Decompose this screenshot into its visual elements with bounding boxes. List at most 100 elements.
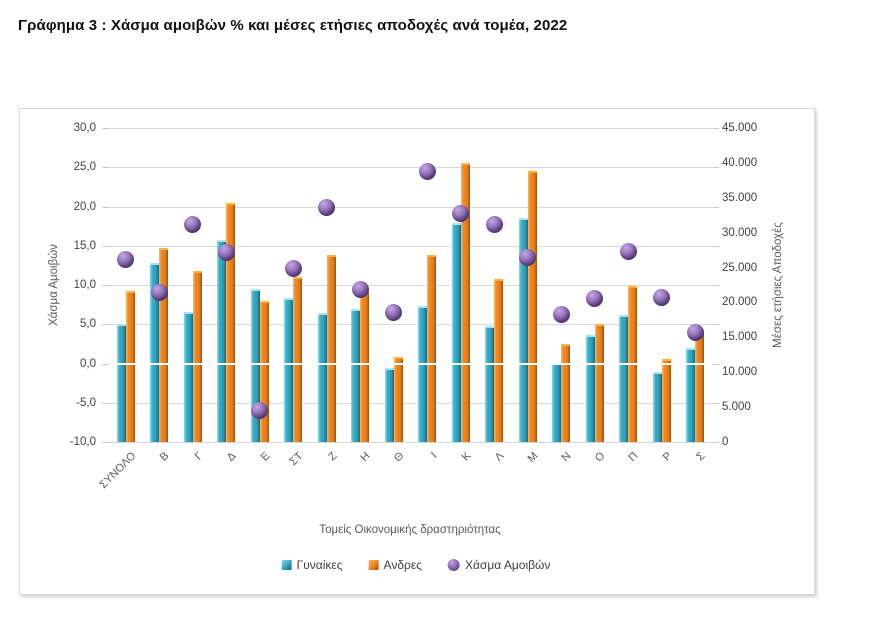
chart-title: Γράφημα 3 : Χάσμα αμοιβών % και μέσες ετ… <box>18 17 568 34</box>
right-axis-tick-mark <box>712 324 719 326</box>
bar-women-Ζ <box>317 312 327 442</box>
bar-men-Γ <box>192 271 202 442</box>
gap-marker-Θ <box>385 303 403 321</box>
right-axis-tick-mark <box>712 442 719 443</box>
bar-men-Ρ <box>661 358 671 442</box>
right-axis-tick-label: 35.000 <box>722 191 758 204</box>
bar-men-ΣΤ <box>293 277 303 442</box>
bar-women-Θ <box>384 368 394 442</box>
legend-label: Ανδρες <box>383 558 422 572</box>
right-axis-tick-mark <box>712 402 719 404</box>
left-axis-tick-label: 10,0 <box>73 279 96 291</box>
legend-item: Ανδρες <box>368 558 422 572</box>
bar-women-Λ <box>485 325 495 442</box>
gap-marker-ΣΥΝΟΛΟ <box>117 251 135 269</box>
bar-men-Μ <box>527 171 537 442</box>
gap-marker-Σ <box>686 324 704 342</box>
gap-marker-Ο <box>586 289 604 307</box>
left-axis-tick-label: 20,0 <box>73 200 96 213</box>
bar-men-Β <box>159 248 169 442</box>
bar-women-Ο <box>585 335 595 442</box>
left-axis-tick-mark <box>102 245 109 247</box>
right-axis-tick-label: 30.000 <box>722 226 758 239</box>
bar-women-ΣΥΝΟΛΟ <box>116 324 126 442</box>
gap-marker-Ρ <box>653 289 671 307</box>
left-axis-tick-label: 30,0 <box>73 122 96 134</box>
gap-marker-Λ <box>485 216 503 234</box>
right-axis-tick-label: 20.000 <box>722 296 758 309</box>
bar-women-Μ <box>518 218 528 442</box>
left-axis-tick-mark <box>102 206 109 208</box>
gap-marker-Δ <box>217 243 235 261</box>
legend-label: Χάσμα Αμοιβών <box>464 558 551 572</box>
right-axis-tick-label: 0 <box>722 436 729 448</box>
gap-marker-ΣΤ <box>284 260 302 277</box>
gridline <box>102 245 719 247</box>
right-axis-tick-label: 15.000 <box>722 331 758 344</box>
right-axis-tick-label: 45.000 <box>722 122 758 134</box>
gap-marker-Γ <box>184 216 202 234</box>
bar-women-Η <box>351 309 361 442</box>
bar-women-Ε <box>250 289 260 442</box>
left-axis-tick-label: 5,0 <box>80 318 96 331</box>
left-axis-tick-mark <box>102 324 109 326</box>
right-axis-tick-label: 10.000 <box>722 366 758 379</box>
left-axis-tick-mark <box>102 402 109 404</box>
gap-marker-Ε <box>251 402 269 420</box>
gap-marker-Π <box>619 242 637 260</box>
bar-women-ΣΤ <box>284 297 294 442</box>
gridline <box>102 324 719 326</box>
right-axis-tick-label: 5.000 <box>722 401 751 414</box>
gridline <box>102 128 719 129</box>
left-axis-tick-mark <box>102 167 109 169</box>
gap-marker-Ζ <box>318 198 336 216</box>
zero-axis-line <box>109 362 712 365</box>
gap-marker-Η <box>351 281 369 299</box>
gridline <box>102 167 719 169</box>
legend-square-icon <box>368 560 379 570</box>
bar-women-Ν <box>552 363 562 442</box>
gridline <box>102 442 719 443</box>
bar-men-Ζ <box>326 255 336 442</box>
bar-men-Κ <box>460 162 470 442</box>
right-axis-tick-mark <box>712 285 719 286</box>
bar-men-Δ <box>226 203 236 442</box>
bar-men-Θ <box>393 356 403 442</box>
bar-men-Η <box>360 291 370 442</box>
bar-women-Γ <box>183 312 193 442</box>
right-axis-title: Μέσες ετήσιες Αποδοχές <box>772 222 784 348</box>
gap-marker-Κ <box>452 205 470 223</box>
legend-square-icon <box>281 560 292 570</box>
bar-men-Λ <box>494 279 504 442</box>
bar-women-Ι <box>418 306 428 442</box>
bar-women-Σ <box>686 347 696 442</box>
gap-marker-Ι <box>418 163 436 181</box>
gap-marker-Μ <box>519 249 537 267</box>
bar-women-Β <box>150 263 160 442</box>
right-axis-tick-mark <box>712 363 719 365</box>
chart-legend: Γυναίκες Ανδρες Χάσμα Αμοιβών <box>281 558 551 572</box>
left-axis-tick-label: 15,0 <box>73 239 96 252</box>
legend-item: Χάσμα Αμοιβών <box>447 558 551 572</box>
left-axis-tick-label: -10,0 <box>69 436 96 448</box>
right-axis-tick-mark <box>712 167 719 169</box>
bar-women-Δ <box>217 240 227 442</box>
bar-men-Σ <box>695 331 705 442</box>
left-axis-title: Χάσμα Αμοιβών <box>48 244 60 326</box>
bar-men-Ε <box>259 301 269 442</box>
right-axis-tick-label: 25.000 <box>722 261 758 274</box>
gridline <box>102 402 719 404</box>
bar-men-ΣΥΝΟΛΟ <box>125 291 135 442</box>
right-axis-tick-mark <box>712 245 719 247</box>
gap-marker-Β <box>150 284 168 302</box>
left-axis-tick-label: 25,0 <box>73 161 96 174</box>
right-axis-tick-mark <box>712 128 719 129</box>
right-axis-tick-mark <box>712 206 719 208</box>
left-axis-tick-mark <box>102 442 109 443</box>
right-axis-tick-label: 40.000 <box>722 156 758 169</box>
bar-men-Ν <box>561 344 571 442</box>
left-axis-tick-mark <box>102 285 109 286</box>
left-axis-tick-label: -5,0 <box>76 396 96 409</box>
plot-area <box>102 128 719 443</box>
